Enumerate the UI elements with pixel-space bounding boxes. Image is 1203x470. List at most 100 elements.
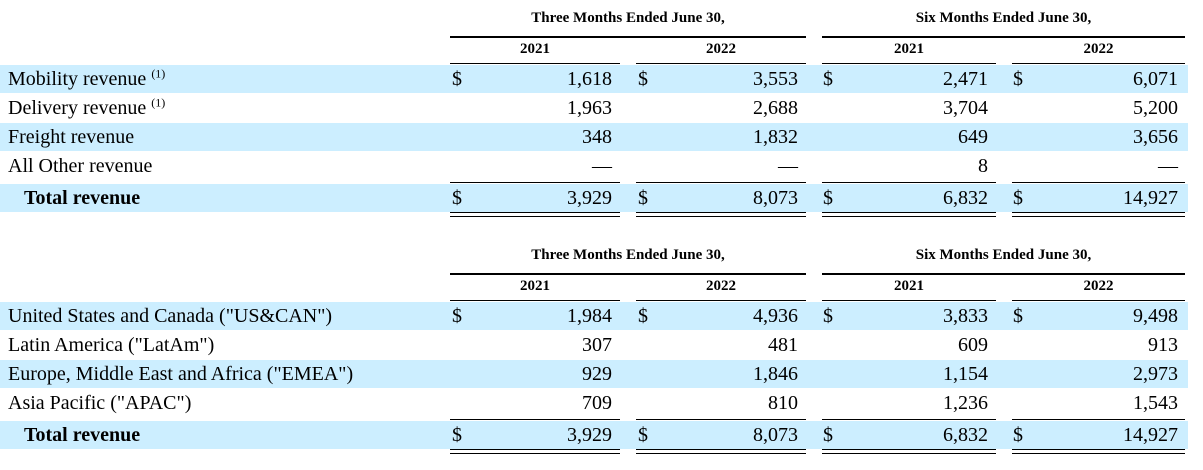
header-rule [450,273,806,275]
row-label: All Other revenue [8,152,152,180]
value-cell: 5,200 [1133,97,1178,119]
row-label-text: All Other revenue [8,155,153,177]
subtotal-rule [636,419,806,420]
total-double-rule [636,212,806,217]
total-double-rule [450,449,620,454]
value-cell: 1,236 [943,392,988,414]
value-cell: 481 [768,334,798,356]
value-cell: 1,832 [753,126,798,148]
currency-symbol: $ [452,424,462,446]
total-double-rule [822,449,996,454]
currency-symbol: $ [452,305,462,327]
value-cell: 3,656 [1133,126,1178,148]
value-cell: 2,688 [753,97,798,119]
footnote-marker: (1) [151,95,166,110]
subtotal-rule [1012,419,1185,420]
row-label: Latin America ("LatAm") [8,331,214,359]
value-cell: 8 [978,155,988,177]
total-double-rule [1012,449,1185,454]
total-double-rule [822,212,996,217]
year-rule [1012,300,1185,301]
currency-symbol: $ [823,68,833,90]
year-rule [1012,63,1185,64]
value-cell: 609 [958,334,988,356]
total-label: Total revenue [24,187,141,209]
header-rule [822,273,1185,275]
value-cell: 3,833 [943,305,988,327]
row-label-text: Europe, Middle East and Africa ("EMEA") [8,363,354,385]
row-label-text: United States and Canada ("US&CAN") [8,305,333,327]
subtotal-rule [636,182,806,183]
currency-symbol: $ [638,424,648,446]
row-label-text: Delivery revenue [8,97,152,119]
currency-symbol: $ [638,305,648,327]
currency-symbol: $ [823,187,833,209]
period-header-three-months: Three Months Ended June 30, [531,247,725,263]
value-cell: 348 [582,126,612,148]
value-cell: 4,936 [753,305,798,327]
row-label-text: Latin America ("LatAm") [8,334,215,356]
footnote-marker: (1) [151,66,166,81]
total-value: 8,073 [753,424,798,446]
subtotal-rule [822,182,996,183]
total-value: 3,929 [567,187,612,209]
value-cell: 3,704 [943,97,988,119]
subtotal-rule [822,419,996,420]
header-rule [822,36,1185,38]
total-row-shading [0,421,1188,449]
total-value: 14,927 [1123,187,1178,209]
value-cell: 307 [582,334,612,356]
subtotal-rule [450,419,620,420]
header-rule [450,36,806,38]
subtotal-rule [450,182,620,183]
currency-symbol: $ [1013,68,1023,90]
year-header: 2022 [706,278,736,294]
row-shading [0,123,1188,151]
year-rule [450,63,620,64]
currency-symbol: $ [1013,305,1023,327]
period-header-six-months: Six Months Ended June 30, [915,10,1092,26]
value-cell: 6,071 [1133,68,1178,90]
total-label: Total revenue [24,424,141,446]
period-header-six-months: Six Months Ended June 30, [915,247,1092,263]
value-cell: 1,846 [753,363,798,385]
value-cell: 3,553 [753,68,798,90]
year-rule [636,63,806,64]
total-double-rule [1012,212,1185,217]
year-header: 2022 [1083,278,1114,294]
value-cell: 1,984 [567,305,612,327]
row-label: Mobility revenue (1) [8,65,165,93]
total-double-rule [450,212,620,217]
total-row-shading [0,184,1188,212]
row-shading [0,302,1188,330]
total-value: 6,832 [943,187,988,209]
year-header: 2021 [520,41,550,57]
row-label-text: Asia Pacific ("APAC") [8,392,192,414]
year-header: 2022 [706,41,736,57]
subtotal-rule [1012,182,1185,183]
currency-symbol: $ [452,187,462,209]
currency-symbol: $ [1013,187,1023,209]
value-cell: 929 [582,363,612,385]
year-rule [822,300,996,301]
value-cell: 649 [958,126,988,148]
value-cell: 9,498 [1133,305,1178,327]
value-cell: 1,963 [567,97,612,119]
total-value: 14,927 [1123,424,1178,446]
period-header-three-months: Three Months Ended June 30, [531,10,725,26]
value-cell: 1,154 [943,363,988,385]
year-header: 2021 [894,278,924,294]
value-cell: 913 [1148,334,1178,356]
value-cell: — [1158,155,1178,177]
value-cell: 2,973 [1133,363,1178,385]
total-value: 3,929 [567,424,612,446]
value-cell: — [592,155,612,177]
currency-symbol: $ [452,68,462,90]
year-rule [450,300,620,301]
value-cell: 2,471 [943,68,988,90]
total-double-rule [636,449,806,454]
currency-symbol: $ [1013,424,1023,446]
value-cell: 709 [582,392,612,414]
year-header: 2021 [894,41,924,57]
year-header: 2021 [520,278,550,294]
